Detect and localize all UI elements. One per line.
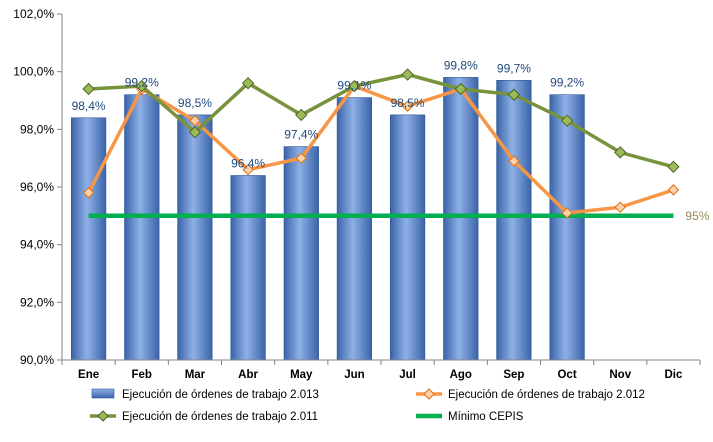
- y-tick-label: 100,0%: [13, 65, 54, 79]
- minimo-cepis-label: 95%: [685, 209, 709, 223]
- bar-data-label: 96,4%: [231, 156, 265, 170]
- bar-data-label: 98,4%: [72, 99, 106, 113]
- marker-2011-dic: [667, 160, 680, 174]
- data-labels: 95% 98,4% 99,2% 98,5% 96,4% 97,4% 99,1% 98,5% 99…: [72, 58, 710, 222]
- bar-jul: [389, 114, 426, 361]
- bar-series-2013: [71, 77, 585, 361]
- legend-label: Ejecución de órdenes de trabajo 2.011: [122, 411, 318, 423]
- marker-2011-oct: [560, 114, 574, 127]
- marker-2011-ene: [82, 82, 95, 96]
- bar-data-label: 99,2%: [550, 76, 584, 90]
- marker-2012-sep: [508, 155, 520, 167]
- y-tick-label: 102,0%: [13, 7, 54, 21]
- x-tick-label: Mar: [185, 369, 206, 381]
- marker-2012-oct: [561, 207, 573, 219]
- marker-2011-feb: [135, 79, 148, 93]
- bar-oct: [549, 94, 585, 361]
- marker-2011-nov: [614, 146, 627, 159]
- marker-2012-abr: [242, 163, 254, 176]
- legend-label: Ejecución de órdenes de trabajo 2.013: [122, 389, 319, 401]
- y-tick-label: 94,0%: [20, 238, 54, 252]
- legend-marker: [97, 410, 109, 422]
- legend: Ejecución de órdenes de trabajo 2.013 Eje…: [90, 388, 645, 423]
- x-tick-label: Jul: [399, 369, 416, 381]
- series-line-2011: [88, 72, 674, 169]
- x-tick-label: Oct: [557, 369, 576, 381]
- marker-2011-sep: [507, 88, 521, 101]
- line-series: [82, 68, 680, 219]
- bar-data-label: 98,5%: [391, 96, 425, 110]
- legend-label: Mínimo CEPIS: [448, 411, 524, 423]
- legend-swatch: [91, 388, 115, 399]
- bar-data-label: 99,2%: [125, 76, 159, 90]
- bar-data-label: 99,1%: [337, 79, 371, 93]
- x-tick-label: Ene: [78, 369, 99, 381]
- marker-2012-mar: [189, 114, 201, 127]
- marker-2011-ago: [454, 82, 467, 96]
- bar-sep: [496, 80, 532, 361]
- legend-label: Ejecución de órdenes de trabajo 2.012: [448, 389, 645, 401]
- x-tick-label: Nov: [609, 369, 631, 381]
- x-tick-label: Feb: [132, 369, 152, 381]
- legend-marker: [423, 388, 435, 400]
- x-tick-label: Abr: [238, 369, 258, 381]
- marker-2012-ene: [82, 187, 95, 199]
- bar-ago: [443, 77, 479, 361]
- marker-2012-jul: [401, 100, 414, 112]
- bar-data-label: 99,8%: [444, 58, 478, 72]
- bar-feb: [124, 94, 160, 361]
- y-tick-label: 96,0%: [20, 180, 54, 194]
- y-tick-label: 98,0%: [20, 122, 54, 136]
- x-tick-label: Sep: [503, 369, 524, 381]
- y-tick-label: 92,0%: [20, 295, 54, 309]
- marker-2011-mar: [188, 126, 202, 139]
- bar-jun: [336, 97, 373, 361]
- bar-ene: [71, 117, 107, 361]
- marker-2011-jul: [401, 68, 414, 81]
- marker-2011-may: [295, 108, 308, 122]
- marker-2012-nov: [614, 201, 626, 213]
- legend-item: Ejecución de órdenes de trabajo 2.011: [90, 410, 318, 423]
- series-line-2012: [87, 84, 674, 215]
- legend-item: Ejecución de órdenes de trabajo 2.012: [416, 388, 645, 401]
- legend-item: Ejecución de órdenes de trabajo 2.013: [91, 388, 319, 401]
- bar-mar: [177, 114, 213, 361]
- x-tick-label: Ago: [450, 369, 472, 381]
- x-tick-label: Dic: [664, 369, 683, 381]
- x-tick-label: May: [290, 369, 313, 381]
- marker-2012-may: [295, 152, 307, 164]
- y-tick-label: 90,0%: [20, 353, 54, 367]
- bar-may: [283, 146, 319, 361]
- bar-data-label: 98,5%: [178, 96, 212, 110]
- x-tick-label: Jun: [344, 369, 364, 381]
- axes: 90,0% 92,0% 94,0% 96,0% 98,0% 100,0% 102,0% Ene…: [13, 7, 701, 381]
- bar-abr: [230, 175, 266, 361]
- legend-item: Mínimo CEPIS: [416, 411, 524, 423]
- bar-data-label: 97,4%: [284, 128, 318, 142]
- marker-2011-abr: [241, 76, 255, 90]
- marker-2011-jun: [348, 79, 361, 93]
- marker-2012-dic: [667, 184, 680, 196]
- bar-data-label: 99,7%: [497, 61, 531, 75]
